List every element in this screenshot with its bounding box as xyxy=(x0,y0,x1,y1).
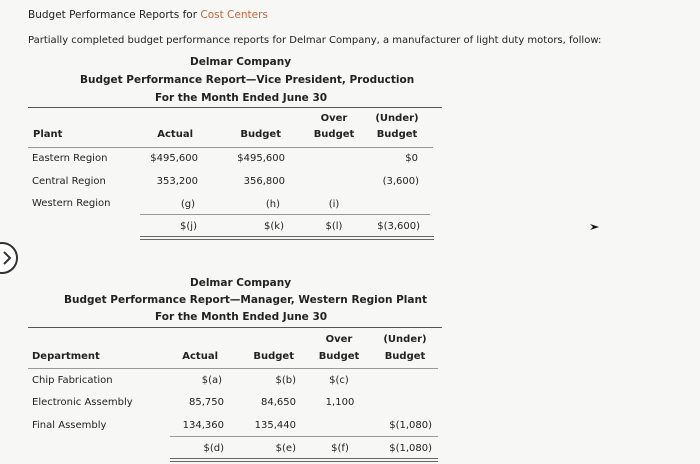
budget-cell: $495,600 xyxy=(237,153,285,164)
report1-double-rule xyxy=(140,236,434,240)
over-cell: $(c) xyxy=(329,375,349,386)
over-cell: (i) xyxy=(328,199,340,210)
actual-cell: 353,200 xyxy=(156,176,198,187)
total-actual: $(j) xyxy=(180,221,197,232)
report1-col-under-1: (Under) xyxy=(375,113,419,124)
under-cell: $(1,080) xyxy=(389,420,432,431)
budget-cell: 84,650 xyxy=(261,397,296,408)
under-cell: $0 xyxy=(405,153,418,164)
over-cell: 1,100 xyxy=(325,397,355,408)
report2-header-rule xyxy=(28,327,442,328)
row-label: Chip Fabrication xyxy=(32,375,113,386)
total-over: $(l) xyxy=(325,221,343,232)
row-label: Eastern Region xyxy=(32,153,108,164)
report2-period: For the Month Ended June 30 xyxy=(155,311,328,323)
cost-centers-link[interactable]: Cost Centers xyxy=(200,9,268,21)
report1-col-over-2: Budget xyxy=(313,129,355,140)
actual-cell: $495,600 xyxy=(150,153,198,164)
report1-header-rule xyxy=(28,107,442,108)
total-under: $(1,080) xyxy=(389,443,432,454)
budget-cell: $(b) xyxy=(275,375,296,386)
total-under: $(3,600) xyxy=(377,221,420,232)
actual-cell: $(a) xyxy=(201,375,222,386)
report1-colhead-rule xyxy=(28,147,433,148)
total-budget: $(k) xyxy=(264,221,284,232)
page-title: Budget Performance Reports for Cost Cent… xyxy=(28,9,268,21)
actual-cell: 134,360 xyxy=(182,420,224,431)
report1-subtotal-rule xyxy=(140,214,430,215)
under-cell: (3,600) xyxy=(382,176,419,187)
report2-col-under-1: (Under) xyxy=(383,334,427,345)
row-label: Western Region xyxy=(32,198,111,209)
total-actual: $(d) xyxy=(203,443,224,454)
report2-col-over-2: Budget xyxy=(318,351,360,362)
report2-colhead-rule xyxy=(28,368,438,369)
report2-col-under-2: Budget xyxy=(384,351,426,362)
report1-title: Budget Performance Report—Vice President… xyxy=(80,74,415,86)
report2-title: Budget Performance Report—Manager, Weste… xyxy=(64,294,427,306)
row-label: Central Region xyxy=(32,176,106,187)
report2-subtotal-rule xyxy=(170,436,438,437)
report2-col-actual: Actual xyxy=(182,351,218,362)
report2-company: Delmar Company xyxy=(190,277,292,289)
budget-cell: 135,440 xyxy=(254,420,296,431)
total-over: $(f) xyxy=(331,443,349,454)
report2-col-budget: Budget xyxy=(253,351,294,362)
page-title-text: Budget Performance Reports for xyxy=(28,9,201,21)
intro-text: Partially completed budget performance r… xyxy=(28,35,602,46)
report2-col-department: Department xyxy=(32,351,100,362)
budget-cell: 356,800 xyxy=(243,176,285,187)
total-budget: $(e) xyxy=(275,443,296,454)
report2-double-rule xyxy=(170,458,438,462)
previous-page-button[interactable] xyxy=(0,242,18,274)
row-label: Electronic Assembly xyxy=(32,397,133,408)
report1-col-under-2: Budget xyxy=(376,129,418,140)
budget-cell: (h) xyxy=(265,199,280,210)
actual-cell: 85,750 xyxy=(189,397,224,408)
cursor-icon xyxy=(590,224,599,230)
row-label: Final Assembly xyxy=(32,420,107,431)
chevron-left-icon xyxy=(3,251,12,265)
report1-col-over-1: Over xyxy=(320,113,348,124)
report1-col-plant: Plant xyxy=(33,129,63,140)
report1-period: For the Month Ended June 30 xyxy=(155,92,328,104)
report2-col-over-1: Over xyxy=(325,334,353,345)
actual-cell: (g) xyxy=(180,199,195,210)
report1-col-actual: Actual xyxy=(157,129,193,140)
report1-col-budget: Budget xyxy=(240,129,281,140)
report1-company: Delmar Company xyxy=(190,56,292,68)
